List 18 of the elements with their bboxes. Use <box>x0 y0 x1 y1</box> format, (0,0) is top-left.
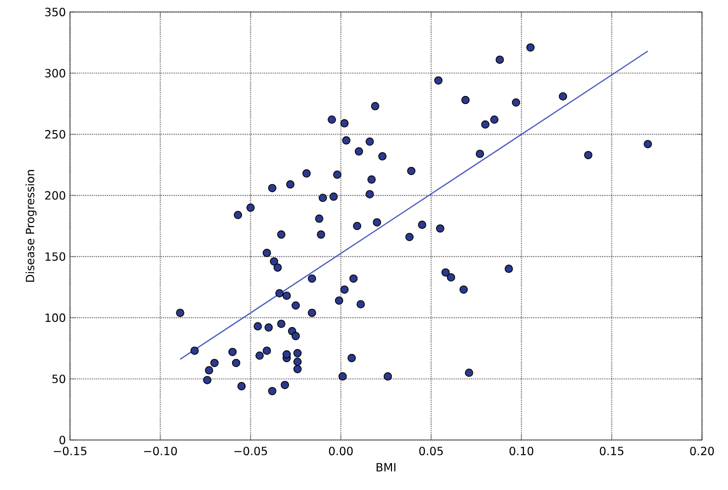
y-axis-title: Disease Progression <box>26 170 37 282</box>
y-tick-label: 0 <box>60 436 66 444</box>
x-tick-label: 0.00 <box>328 446 353 456</box>
x-tick-label: 0.15 <box>600 446 624 456</box>
y-tick-label: 50 <box>52 374 66 384</box>
x-tick-label: −0.05 <box>234 446 267 456</box>
y-tick-label: 300 <box>45 68 66 78</box>
x-tick-label: 0.20 <box>690 446 714 456</box>
y-tick-label: 150 <box>46 252 66 261</box>
y-tick-label: 100 <box>46 313 66 322</box>
x-tick-label: −0.10 <box>144 446 177 456</box>
y-tick-label: 350 <box>45 8 66 16</box>
x-tick-label: 0.10 <box>510 446 534 456</box>
x-tick-label: −0.15 <box>54 446 86 456</box>
x-tick-label: 0.05 <box>419 446 443 456</box>
x-axis-title: BMI <box>376 463 396 472</box>
y-tick-label: 250 <box>45 130 66 139</box>
y-tick-label: 200 <box>45 191 66 200</box>
